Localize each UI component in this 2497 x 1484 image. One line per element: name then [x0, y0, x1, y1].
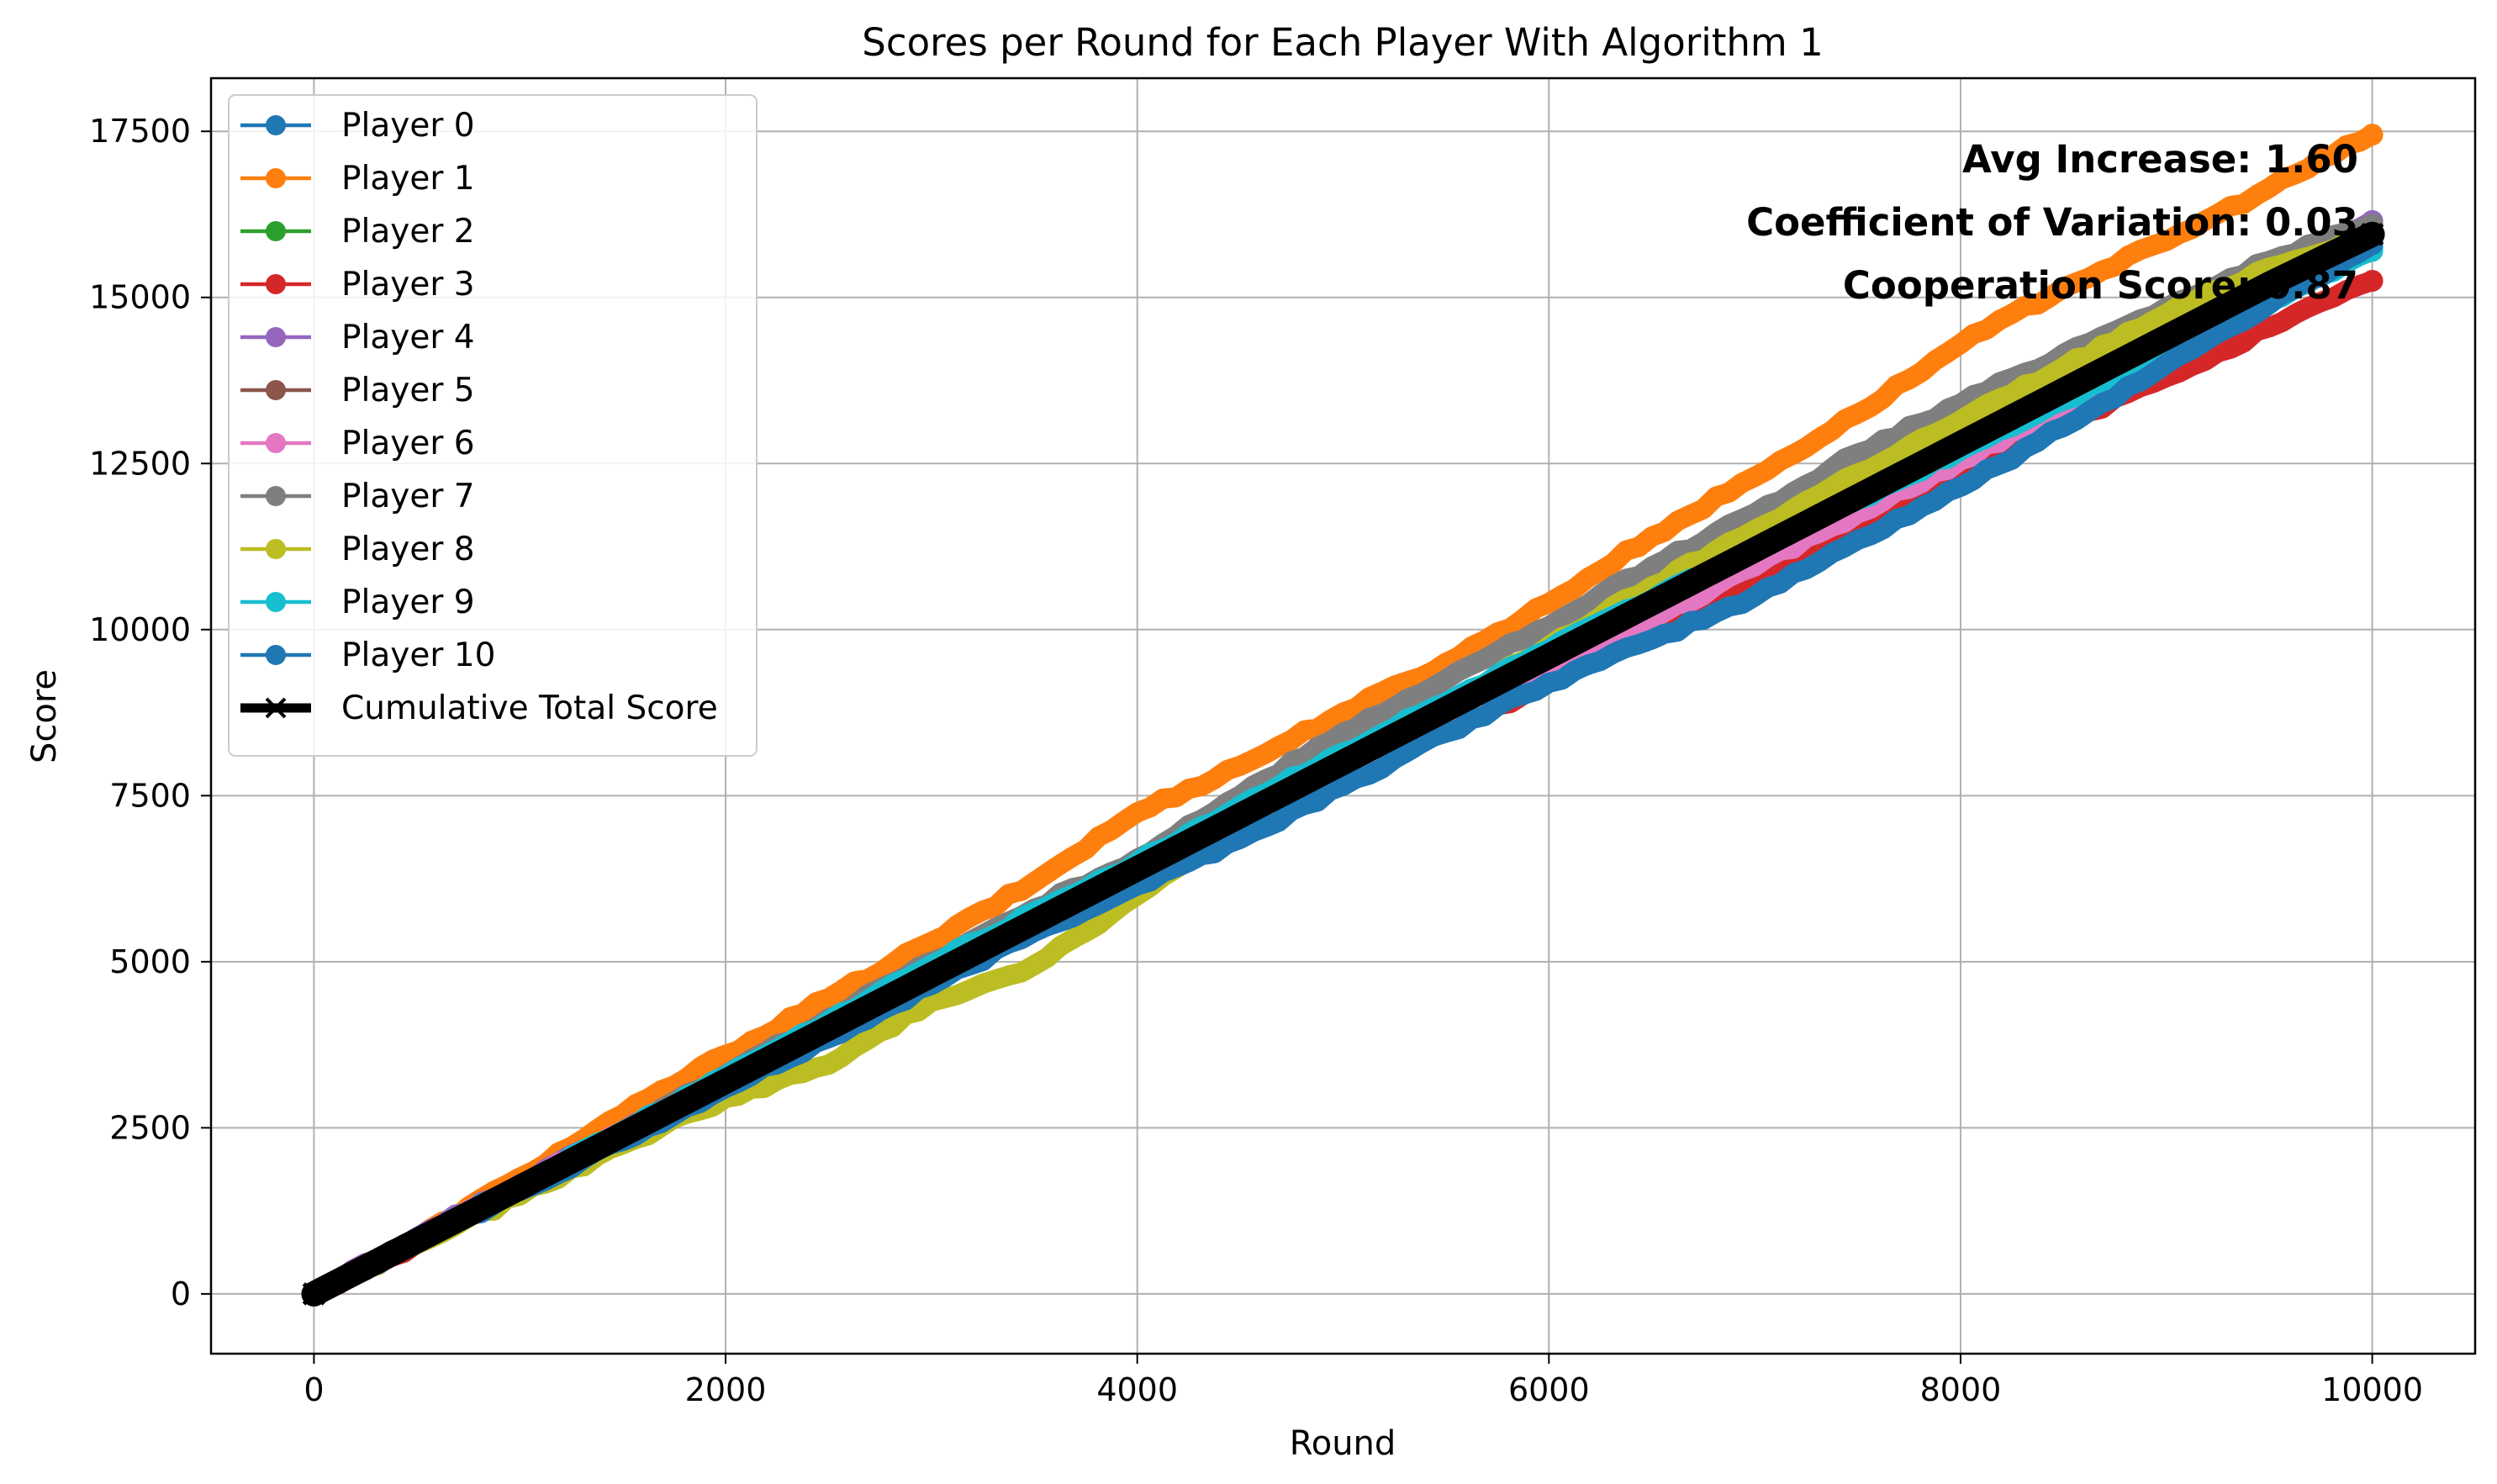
legend-label: Player 5: [341, 372, 475, 409]
legend-entry: Player 3: [240, 266, 475, 304]
x-tick-label: 8000: [1920, 1371, 2002, 1408]
total-x-marker: [302, 1282, 326, 1306]
x-tick-label: 4000: [1096, 1371, 1178, 1408]
y-tick-label: 15000: [89, 279, 191, 316]
x-tick-label: 10000: [2321, 1371, 2423, 1408]
legend-swatch-marker: [266, 168, 286, 188]
legend-entry: Player 4: [240, 319, 475, 356]
legend-entry: Player 2: [240, 213, 475, 251]
legend-entry: Player 0: [240, 107, 475, 145]
y-axis-label: Score: [25, 669, 64, 763]
legend-entry: Player 9: [240, 584, 475, 621]
legend-label: Player 2: [341, 213, 475, 251]
chart-title: Scores per Round for Each Player With Al…: [862, 20, 1823, 65]
stats-annotations: Avg Increase: 1.60 Coefficient of Variati…: [1746, 137, 2358, 308]
y-tick-label: 12500: [89, 445, 191, 482]
legend-swatch-marker: [266, 221, 286, 241]
x-tick-label: 0: [304, 1371, 324, 1408]
stats-annotation: Cooperation Score: 0.87: [1843, 263, 2358, 308]
stats-annotation: Avg Increase: 1.60: [1962, 137, 2358, 182]
legend-swatch-marker: [265, 697, 287, 719]
series-end-marker: [2361, 269, 2384, 292]
total-x-marker: [2360, 222, 2384, 246]
x-tick-label: 6000: [1508, 1371, 1590, 1408]
legend-label: Player 8: [341, 531, 475, 568]
legend-swatch-marker: [266, 433, 286, 453]
legend-swatch-marker: [266, 486, 286, 506]
legend-swatch-marker: [266, 115, 286, 135]
x-tick-label: 2000: [685, 1371, 767, 1408]
series-line: [301, 221, 2385, 1307]
legend-label: Player 6: [341, 425, 475, 462]
legend-label: Player 4: [341, 319, 475, 356]
legend-entry: Player 7: [240, 478, 475, 515]
stats-annotation: Coefficient of Variation: 0.03: [1746, 200, 2358, 245]
legend-swatch-marker: [266, 380, 286, 400]
series-lines: [301, 124, 2385, 1307]
x-axis-label: Round: [1290, 1424, 1396, 1463]
y-tick-label: 0: [171, 1275, 191, 1312]
y-tick-label: 17500: [89, 113, 191, 150]
legend-label: Cumulative Total Score: [341, 689, 718, 727]
legend-swatch-marker: [266, 539, 286, 559]
y-tick-label: 5000: [109, 943, 191, 980]
legend-entry: Player 5: [240, 372, 475, 409]
legend-swatch-marker: [266, 645, 286, 665]
legend-label: Player 7: [341, 478, 475, 515]
plot-frame: [209, 77, 2477, 1355]
y-tick-label: 2500: [109, 1109, 191, 1146]
axis-ticks: 0 2000 4000 6000 8000 10000 0 2500 5000 7500 10000…: [89, 113, 2423, 1408]
legend-entry: Cumulative Total Score: [240, 689, 718, 727]
series-line: [304, 124, 2383, 1304]
legend-label: Player 0: [341, 107, 475, 145]
legend-label: Player 10: [341, 636, 495, 674]
legend: Player 0 Player 1 Player 2 Player 3 Player 4…: [228, 94, 758, 757]
legend-box: [228, 94, 758, 757]
y-tick-label: 10000: [89, 611, 191, 648]
legend-label: Player 9: [341, 584, 475, 621]
legend-label: Player 1: [341, 160, 475, 198]
legend-entry: Player 8: [240, 531, 475, 568]
legend-swatch-marker: [266, 274, 286, 294]
y-tick-label: 7500: [109, 777, 191, 814]
legend-entry: Player 1: [240, 160, 475, 198]
series-end-marker: [2361, 124, 2384, 146]
legend-entry: Player 10: [240, 636, 495, 674]
legend-swatch-marker: [266, 592, 286, 612]
legend-entry: Player 6: [240, 425, 475, 462]
legend-swatch-marker: [266, 327, 286, 347]
legend-label: Player 3: [341, 266, 475, 304]
